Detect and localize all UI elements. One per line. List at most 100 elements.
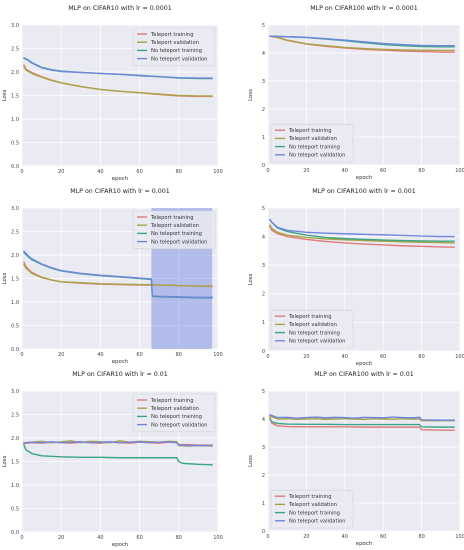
x-tick-label: 20 bbox=[58, 352, 64, 358]
series-line-no-teleport-validation bbox=[23, 250, 213, 298]
y-tick-label: 0.0 bbox=[11, 530, 19, 536]
legend-entry: No teleport validation bbox=[289, 339, 345, 345]
x-tick-label: 0 bbox=[266, 354, 269, 360]
legend-entry: Teleport training bbox=[288, 494, 332, 500]
y-tick-label: 4 bbox=[262, 51, 265, 57]
x-tick-label: 60 bbox=[380, 534, 386, 540]
legend-entry: No teleport training bbox=[151, 48, 202, 54]
x-tick-label: 0 bbox=[20, 535, 23, 541]
y-tick-label: 2 bbox=[262, 292, 265, 298]
y-tick-label: 2.0 bbox=[11, 70, 19, 76]
y-axis-label: Loss bbox=[2, 455, 8, 467]
y-tick-label: 0 bbox=[262, 529, 265, 535]
legend-entry: No teleport validation bbox=[289, 519, 345, 525]
chart-title: MLP on CIFAR100 with lr = 0.01 bbox=[314, 371, 414, 378]
legend-entry: Teleport validation bbox=[288, 502, 337, 508]
y-tick-label: 1 bbox=[262, 135, 265, 141]
x-tick-label: 0 bbox=[20, 352, 23, 358]
chart-panel-1: 0 20 40 60 80 100 0.0 0.5 1.0 1.5 2.0 2.5 3.0 MLP on … bbox=[2, 5, 223, 182]
legend: Teleport training Teleport validation No t… bbox=[270, 489, 354, 529]
legend-box bbox=[270, 309, 354, 349]
series-line-teleport-training bbox=[269, 416, 455, 431]
series-line-teleport-validation bbox=[269, 35, 455, 52]
legend-entry: Teleport validation bbox=[288, 322, 337, 328]
legend: Teleport training Teleport validation No t… bbox=[270, 309, 354, 349]
y-tick-label: 0.0 bbox=[11, 347, 19, 353]
y-tick-label: 0.0 bbox=[11, 164, 19, 170]
x-tick-label: 40 bbox=[342, 534, 348, 540]
x-tick-label: 0 bbox=[20, 169, 23, 175]
y-tick-label: 2.0 bbox=[11, 436, 19, 442]
x-tick-label: 100 bbox=[213, 352, 223, 358]
legend-entry: No teleport training bbox=[289, 510, 340, 516]
x-axis-label: epoch bbox=[356, 175, 372, 181]
x-tick-label: 100 bbox=[455, 354, 464, 360]
legend-entry: Teleport training bbox=[288, 128, 332, 134]
series-line-teleport-validation bbox=[269, 415, 455, 422]
legend: Teleport training Teleport validation No t… bbox=[132, 210, 216, 250]
legend-box bbox=[270, 489, 354, 529]
legend-box bbox=[132, 210, 216, 250]
chart-panel-5: 0 20 40 60 80 100 0.0 0.5 1.0 1.5 2.0 2.5 3.0 MLP on … bbox=[2, 371, 223, 548]
series-line-no-teleport-validation bbox=[23, 441, 213, 447]
series-line-teleport-validation bbox=[23, 65, 213, 97]
x-tick-label: 100 bbox=[455, 534, 464, 540]
y-tick-label: 0.5 bbox=[11, 506, 19, 512]
x-tick-label: 0 bbox=[266, 168, 269, 174]
y-tick-label: 1.0 bbox=[11, 300, 19, 306]
y-tick-label: 2 bbox=[262, 473, 265, 479]
y-axis-label: Loss bbox=[2, 89, 8, 101]
chart-panel-2: 0 20 40 60 80 100 0 1 2 3 4 5 MLP on CIFAR100 with l… bbox=[248, 5, 464, 181]
x-axis-label: epoch bbox=[112, 359, 128, 365]
x-tick-label: 100 bbox=[455, 168, 464, 174]
legend-entry: Teleport validation bbox=[288, 136, 337, 142]
y-tick-label: 5 bbox=[262, 389, 265, 395]
legend-entry: Teleport validation bbox=[150, 40, 199, 46]
legend-box bbox=[132, 27, 216, 67]
x-tick-label: 60 bbox=[136, 352, 142, 358]
x-tick-label: 20 bbox=[303, 534, 309, 540]
legend-entry: No teleport validation bbox=[289, 153, 345, 159]
chart-title: MLP on CIFAR100 with lr = 0.0001 bbox=[310, 5, 418, 12]
y-tick-label: 3.0 bbox=[11, 206, 19, 212]
x-axis-label: epoch bbox=[112, 542, 128, 548]
y-tick-label: 3 bbox=[262, 445, 265, 451]
legend-entry: No teleport training bbox=[151, 231, 202, 237]
x-tick-label: 100 bbox=[213, 169, 223, 175]
legend-entry: Teleport training bbox=[150, 215, 194, 221]
legend-entry: Teleport training bbox=[288, 314, 332, 320]
y-tick-label: 1 bbox=[262, 501, 265, 507]
x-tick-label: 80 bbox=[418, 534, 424, 540]
y-tick-label: 5 bbox=[262, 23, 265, 29]
x-tick-label: 80 bbox=[176, 169, 182, 175]
y-tick-label: 2.5 bbox=[11, 412, 19, 418]
legend-entry: Teleport validation bbox=[150, 223, 199, 229]
y-axis-label: Loss bbox=[248, 273, 254, 285]
legend-entry: No teleport validation bbox=[151, 422, 207, 428]
y-tick-label: 3.0 bbox=[11, 389, 19, 395]
chart-title: MLP on CIFAR10 with lr = 0.001 bbox=[70, 188, 170, 195]
y-tick-label: 5 bbox=[262, 206, 265, 212]
y-axis-label: Loss bbox=[248, 455, 254, 467]
y-tick-label: 1.5 bbox=[11, 276, 19, 282]
series-line-no-teleport-validation bbox=[23, 57, 213, 79]
legend-box bbox=[132, 393, 216, 433]
x-tick-label: 40 bbox=[342, 168, 348, 174]
y-tick-label: 3 bbox=[262, 79, 265, 85]
x-tick-label: 0 bbox=[266, 534, 269, 540]
y-tick-label: 1 bbox=[262, 320, 265, 326]
x-tick-label: 20 bbox=[303, 168, 309, 174]
legend-entry: No teleport validation bbox=[151, 56, 207, 62]
chart-panel-4: 0 20 40 60 80 100 0 1 2 3 4 5 MLP on CIFAR100 with l… bbox=[248, 188, 464, 367]
x-tick-label: 60 bbox=[136, 535, 142, 541]
y-tick-label: 0.5 bbox=[11, 140, 19, 146]
y-tick-label: 3 bbox=[262, 263, 265, 269]
legend: Teleport training Teleport validation No t… bbox=[132, 27, 216, 67]
x-tick-label: 60 bbox=[380, 354, 386, 360]
x-tick-label: 20 bbox=[303, 354, 309, 360]
x-tick-label: 20 bbox=[58, 169, 64, 175]
x-tick-label: 80 bbox=[176, 535, 182, 541]
y-tick-label: 1.0 bbox=[11, 117, 19, 123]
y-tick-label: 4 bbox=[262, 417, 265, 423]
